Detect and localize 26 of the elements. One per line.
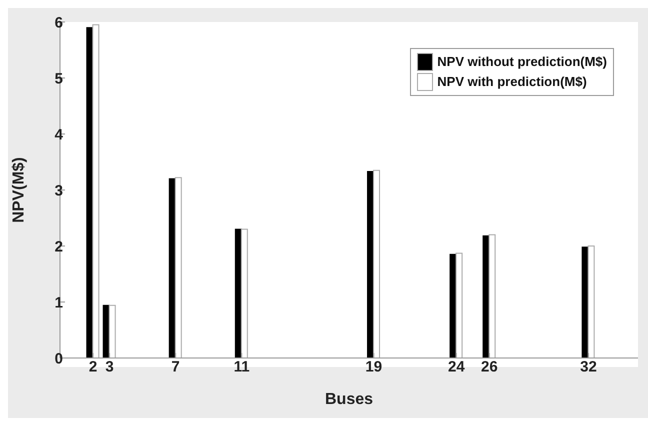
x-axis-title: Buses: [324, 391, 374, 408]
y-tick-label: 1: [54, 294, 63, 312]
bar: [108, 304, 116, 358]
bar: [456, 252, 463, 358]
x-tick-label: 11: [234, 358, 250, 376]
bar: [174, 177, 182, 358]
y-tick-label: 6: [54, 14, 63, 32]
y-tick-label: 4: [54, 126, 64, 144]
bar: [488, 234, 496, 358]
legend-label: NPV without prediction(M$): [437, 53, 607, 71]
x-tick-label: 2: [88, 358, 98, 376]
bar: [240, 228, 248, 358]
x-tick-label: 19: [365, 358, 382, 376]
bar: [373, 170, 380, 358]
bar: [588, 246, 595, 358]
x-tick-label: 24: [448, 358, 466, 376]
y-tick-label: 5: [54, 70, 63, 88]
x-tick-label: 26: [481, 358, 498, 376]
legend-label: NPV with prediction(M$): [437, 73, 587, 91]
x-tick-label: 7: [171, 358, 180, 376]
x-tick-label: 32: [580, 358, 597, 376]
x-tick-label: 3: [105, 358, 114, 376]
y-tick-label: 3: [54, 182, 63, 200]
y-axis-title: NPV(M$): [10, 157, 28, 223]
y-tick-label: 2: [54, 238, 63, 256]
y-tick-label: 0: [54, 350, 63, 368]
